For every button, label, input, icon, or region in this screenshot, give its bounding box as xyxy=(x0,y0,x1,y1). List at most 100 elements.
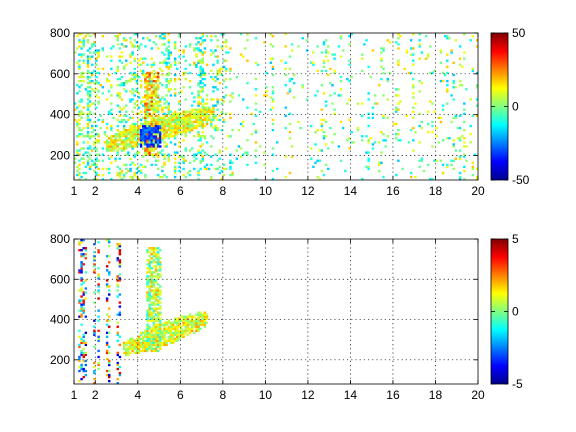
heatmap-cell xyxy=(339,88,343,91)
heatmap-cell xyxy=(78,241,81,244)
heatmap-cell xyxy=(180,325,183,328)
heatmap-cell xyxy=(80,339,83,342)
heatmap-cell xyxy=(475,177,479,181)
heatmap-cell xyxy=(88,118,92,122)
heatmap-cell xyxy=(201,108,205,111)
heatmap-cell xyxy=(214,124,217,128)
heatmap-cell xyxy=(78,369,81,373)
heatmap-cell xyxy=(193,100,196,103)
heatmap-cell xyxy=(120,75,124,79)
heatmap-cell xyxy=(152,137,156,140)
heatmap-cell xyxy=(154,281,158,284)
heatmap-cell xyxy=(365,165,368,169)
heatmap-cell xyxy=(214,55,217,58)
heatmap-cell xyxy=(133,94,136,97)
heatmap-cell xyxy=(161,118,164,122)
heatmap-cell xyxy=(395,41,398,44)
x-tick-label: 12 xyxy=(301,184,315,198)
heatmap-cell xyxy=(473,153,477,156)
heatmap-cell xyxy=(412,53,415,56)
heatmap-cell xyxy=(176,329,179,332)
heatmap-cell xyxy=(265,94,268,97)
heatmap-cell xyxy=(276,167,279,171)
heatmap-cell xyxy=(426,110,430,113)
heatmap-cell xyxy=(199,321,202,324)
heatmap-cell xyxy=(88,100,92,103)
heatmap-cell xyxy=(254,61,258,64)
heatmap-cell xyxy=(142,139,145,142)
heatmap-cell xyxy=(418,141,421,144)
heatmap-cell xyxy=(101,167,105,171)
heatmap-cell xyxy=(397,159,400,162)
heatmap-cell xyxy=(148,71,151,75)
heatmap-cell xyxy=(458,177,462,181)
heatmap-cell xyxy=(154,327,158,330)
heatmap-cell xyxy=(173,169,177,173)
heatmap-cell xyxy=(148,311,151,314)
heatmap-cell xyxy=(178,116,181,120)
heatmap-cell xyxy=(146,102,149,105)
heatmap-cell xyxy=(224,167,228,171)
heatmap-cell xyxy=(159,345,162,349)
y-tick-label: 800 xyxy=(50,232,70,246)
heatmap-cell xyxy=(197,149,200,152)
heatmap-cell xyxy=(80,100,83,103)
heatmap-cell xyxy=(80,79,83,83)
heatmap-cell xyxy=(86,116,90,120)
heatmap-cell xyxy=(382,94,385,97)
heatmap-cell xyxy=(116,43,119,46)
heatmap-cell xyxy=(197,317,200,320)
heatmap-cell xyxy=(152,110,156,113)
heatmap-cell xyxy=(133,73,136,77)
heatmap-cell xyxy=(82,75,85,79)
heatmap-cell xyxy=(80,341,83,345)
heatmap-cell xyxy=(105,141,109,144)
heatmap-cell xyxy=(144,175,147,179)
heatmap-cell xyxy=(122,128,126,132)
heatmap-cell xyxy=(131,98,134,101)
heatmap-cell xyxy=(412,84,415,87)
heatmap-cell xyxy=(159,347,162,351)
heatmap-cell xyxy=(84,341,88,345)
heatmap-cell xyxy=(150,289,153,292)
heatmap-cell xyxy=(154,71,158,75)
heatmap-cell xyxy=(154,94,158,97)
heatmap-cell xyxy=(224,39,228,42)
heatmap-cell xyxy=(120,177,124,181)
heatmap-cell xyxy=(339,94,343,97)
heatmap-cell xyxy=(156,167,160,171)
heatmap-cell xyxy=(78,118,81,122)
heatmap-cell xyxy=(437,141,441,144)
heatmap-cell xyxy=(150,347,153,351)
heatmap-cell xyxy=(178,169,181,173)
heatmap-cell xyxy=(93,161,96,164)
heatmap-cell xyxy=(152,126,156,130)
heatmap-cell xyxy=(271,86,275,89)
heatmap-cell xyxy=(152,63,156,66)
heatmap-cell xyxy=(284,106,287,109)
heatmap-cell xyxy=(169,120,173,124)
heatmap-cell xyxy=(129,351,132,355)
heatmap-cell xyxy=(118,173,122,177)
heatmap-cell xyxy=(197,122,200,126)
heatmap-cell xyxy=(116,118,119,122)
heatmap-cell xyxy=(78,128,81,132)
heatmap-cell xyxy=(165,339,168,342)
heatmap-cell xyxy=(97,367,100,371)
heatmap-cell xyxy=(195,118,198,122)
heatmap-cell xyxy=(129,77,132,81)
heatmap-cell xyxy=(84,297,88,300)
heatmap-cell xyxy=(108,351,111,355)
heatmap-cell xyxy=(188,313,192,316)
heatmap-cell xyxy=(176,331,179,334)
heatmap-cell xyxy=(97,349,100,353)
heatmap-cell xyxy=(212,110,215,113)
heatmap-cell xyxy=(201,100,205,103)
heatmap-cell xyxy=(250,133,253,136)
heatmap-cell xyxy=(176,114,179,118)
heatmap-cell xyxy=(146,319,149,322)
heatmap-cell xyxy=(146,112,149,115)
heatmap-cell xyxy=(150,116,153,120)
heatmap-cell xyxy=(137,124,141,128)
heatmap-cell xyxy=(154,275,158,278)
